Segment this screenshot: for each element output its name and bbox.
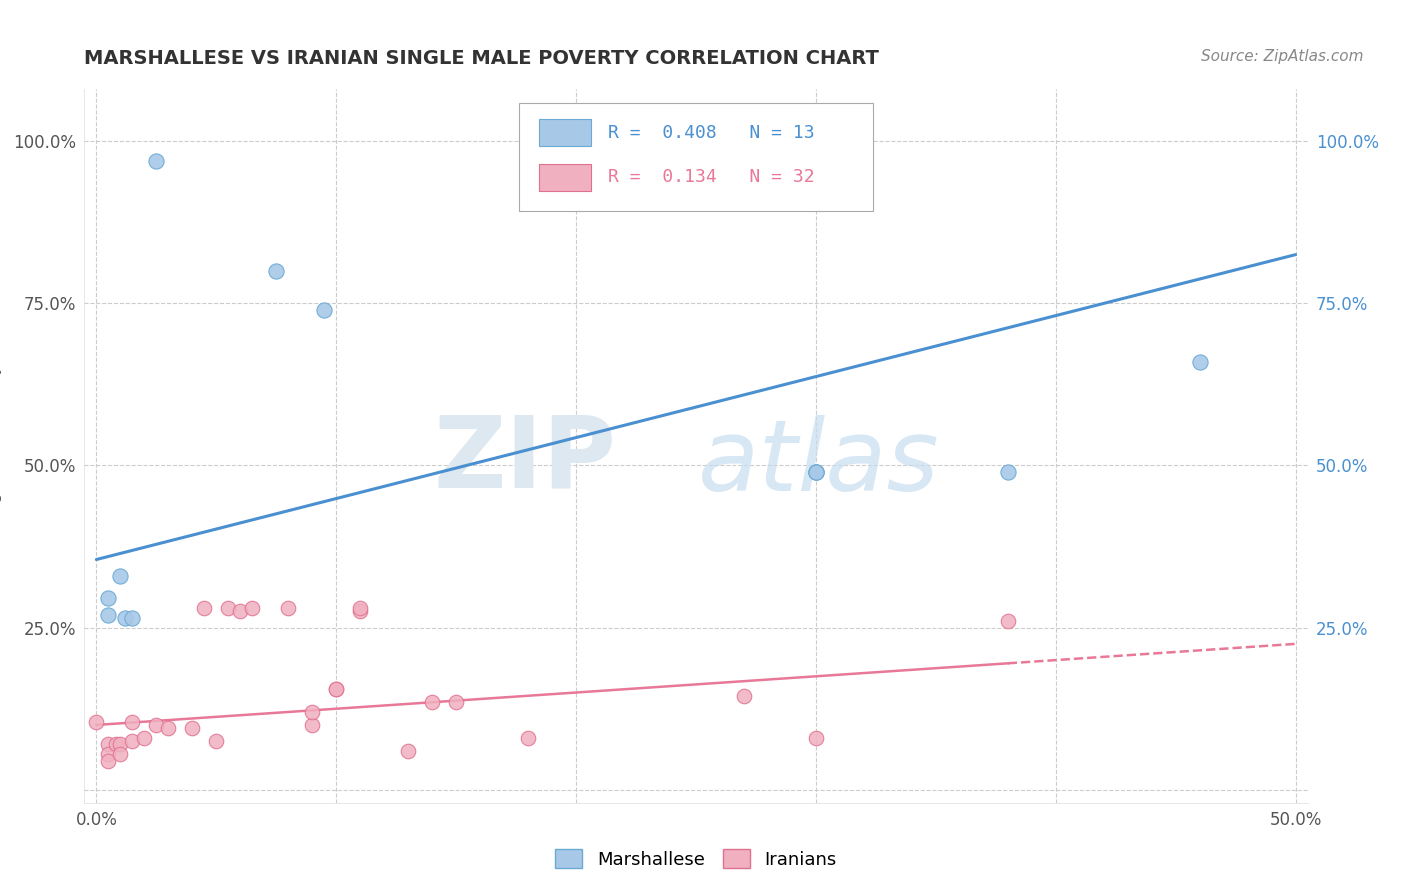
Text: ZIP: ZIP bbox=[433, 412, 616, 508]
Text: atlas: atlas bbox=[697, 416, 939, 512]
Text: MARSHALLESE VS IRANIAN SINGLE MALE POVERTY CORRELATION CHART: MARSHALLESE VS IRANIAN SINGLE MALE POVER… bbox=[84, 49, 879, 68]
Point bbox=[420, 695, 443, 709]
Text: Source: ZipAtlas.com: Source: ZipAtlas.com bbox=[1201, 49, 1364, 64]
Point bbox=[114, 611, 136, 625]
Point bbox=[804, 465, 827, 479]
FancyBboxPatch shape bbox=[519, 103, 873, 211]
Point bbox=[349, 601, 371, 615]
Y-axis label: Single Male Poverty: Single Male Poverty bbox=[0, 364, 1, 528]
Point bbox=[181, 721, 204, 735]
Point bbox=[97, 738, 120, 752]
Point bbox=[517, 731, 540, 745]
Point bbox=[804, 731, 827, 745]
Point bbox=[86, 714, 108, 729]
Point bbox=[121, 734, 143, 748]
Point bbox=[444, 695, 467, 709]
Point bbox=[264, 264, 287, 278]
Point bbox=[97, 607, 120, 622]
Point bbox=[97, 591, 120, 606]
Point bbox=[301, 705, 323, 719]
Point bbox=[997, 614, 1019, 628]
Point bbox=[110, 738, 132, 752]
Point bbox=[240, 601, 263, 615]
Point bbox=[277, 601, 299, 615]
Point bbox=[396, 744, 419, 758]
Point bbox=[804, 465, 827, 479]
Point bbox=[229, 604, 252, 618]
Point bbox=[217, 601, 239, 615]
Point bbox=[157, 721, 180, 735]
Point bbox=[1188, 354, 1211, 368]
Point bbox=[121, 714, 143, 729]
Point bbox=[134, 731, 156, 745]
Point bbox=[97, 754, 120, 768]
Point bbox=[325, 682, 347, 697]
Point bbox=[325, 682, 347, 697]
Text: R =  0.134   N = 32: R = 0.134 N = 32 bbox=[607, 168, 814, 186]
Point bbox=[145, 718, 167, 732]
Point bbox=[121, 611, 143, 625]
Point bbox=[97, 747, 120, 761]
Text: R =  0.408   N = 13: R = 0.408 N = 13 bbox=[607, 124, 814, 142]
Point bbox=[733, 689, 755, 703]
Point bbox=[193, 601, 215, 615]
Point bbox=[301, 718, 323, 732]
Point bbox=[145, 153, 167, 168]
Point bbox=[314, 302, 336, 317]
Point bbox=[997, 465, 1019, 479]
Point bbox=[110, 568, 132, 582]
Bar bbox=[540, 164, 591, 191]
Point bbox=[205, 734, 228, 748]
Bar bbox=[540, 120, 591, 146]
Point bbox=[110, 747, 132, 761]
Point bbox=[104, 738, 127, 752]
Legend: Marshallese, Iranians: Marshallese, Iranians bbox=[548, 842, 844, 876]
Point bbox=[804, 465, 827, 479]
Point bbox=[349, 604, 371, 618]
